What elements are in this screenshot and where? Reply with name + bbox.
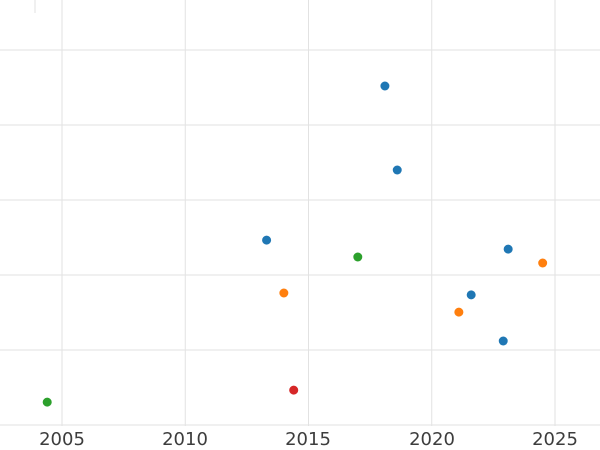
data-point-series-blue (392, 165, 402, 175)
data-point-series-green (353, 252, 363, 262)
data-point-series-blue (498, 336, 508, 346)
data-point-series-blue (380, 81, 390, 91)
data-point-series-blue (262, 235, 272, 245)
data-point-series-blue (466, 290, 476, 300)
data-point-series-orange (279, 288, 289, 298)
data-point-series-orange (454, 307, 464, 317)
data-point-series-blue (503, 244, 513, 254)
data-point-series-green (42, 397, 52, 407)
data-point-series-red (289, 385, 299, 395)
data-point-series-orange (538, 258, 548, 268)
